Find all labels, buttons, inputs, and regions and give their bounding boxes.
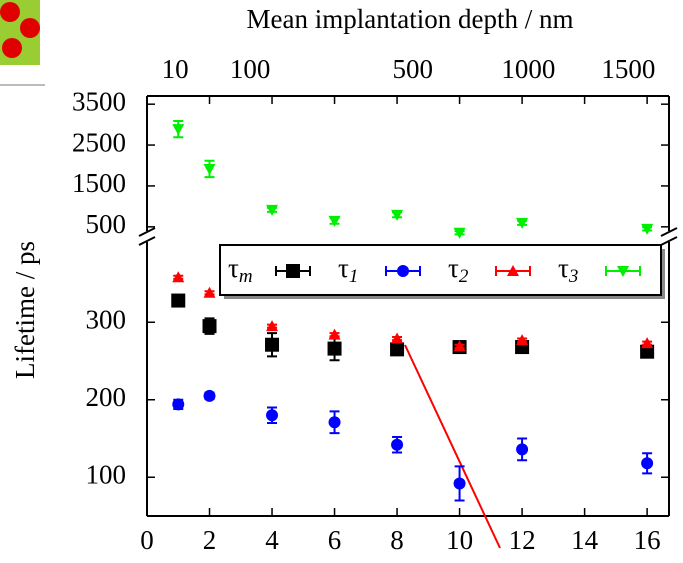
legend-swatch <box>617 266 629 277</box>
y-axis-label: Lifetime / ps <box>10 241 40 379</box>
y-tick-label: 200 <box>86 382 127 412</box>
x-tick-label: 14 <box>571 525 599 555</box>
marker <box>516 443 529 456</box>
x-tick-label: 2 <box>203 525 217 555</box>
corner-image <box>0 0 45 86</box>
y-tick-label: 500 <box>86 209 127 239</box>
x2-tick-label: 10 <box>162 54 189 84</box>
x2-tick-label: 500 <box>392 54 433 84</box>
y-tick-label: 2500 <box>72 127 126 157</box>
marker <box>328 215 341 227</box>
marker <box>172 124 185 136</box>
x-tick-label: 16 <box>634 525 661 555</box>
marker <box>328 416 341 429</box>
marker <box>203 286 216 298</box>
y-tick-label: 100 <box>86 459 127 489</box>
marker <box>453 477 466 490</box>
marker <box>453 340 466 352</box>
marker <box>266 320 279 332</box>
marker <box>327 341 342 356</box>
x-tick-label: 4 <box>265 525 279 555</box>
marker <box>516 217 529 229</box>
legend-swatch <box>507 265 519 276</box>
marker <box>172 398 185 411</box>
marker <box>641 457 654 470</box>
marker <box>203 163 216 175</box>
marker <box>203 389 216 402</box>
marker <box>328 328 341 340</box>
marker <box>202 319 217 334</box>
marker <box>391 332 404 344</box>
marker <box>265 337 280 352</box>
marker <box>391 209 404 221</box>
x-tick-label: 0 <box>140 525 154 555</box>
marker <box>266 409 279 422</box>
legend-swatch <box>286 264 300 278</box>
marker <box>391 438 404 451</box>
marker <box>641 337 654 349</box>
axes-frame <box>138 95 678 517</box>
x-tick-label: 12 <box>509 525 536 555</box>
y-tick-label: 1500 <box>72 168 126 198</box>
legend: τm τ1 τ2 τ3 <box>219 244 665 299</box>
x-tick-label: 10 <box>446 525 473 555</box>
marker <box>266 204 279 216</box>
marker <box>390 342 405 357</box>
y-tick-label: 3500 <box>72 86 126 116</box>
y-tick-label: 300 <box>86 304 127 334</box>
x2-tick-label: 1000 <box>501 54 555 84</box>
marker <box>641 223 654 235</box>
marker <box>640 344 655 359</box>
marker <box>516 334 529 346</box>
x2-tick-label: 100 <box>230 54 271 84</box>
x2-tick-label: 1500 <box>601 54 655 84</box>
annotation-line <box>404 344 501 549</box>
marker <box>171 293 186 308</box>
x-tick-label: 6 <box>328 525 342 555</box>
marker <box>453 227 466 239</box>
legend-swatch <box>397 265 409 277</box>
marker <box>172 271 185 283</box>
x-tick-label: 8 <box>390 525 404 555</box>
x2-axis-label: Mean implantation depth / nm <box>247 4 574 34</box>
